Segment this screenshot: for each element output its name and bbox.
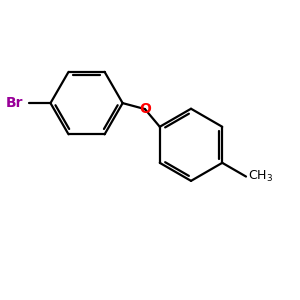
Text: Br: Br	[6, 96, 23, 110]
Text: CH$_3$: CH$_3$	[248, 169, 273, 184]
Text: O: O	[139, 102, 151, 116]
